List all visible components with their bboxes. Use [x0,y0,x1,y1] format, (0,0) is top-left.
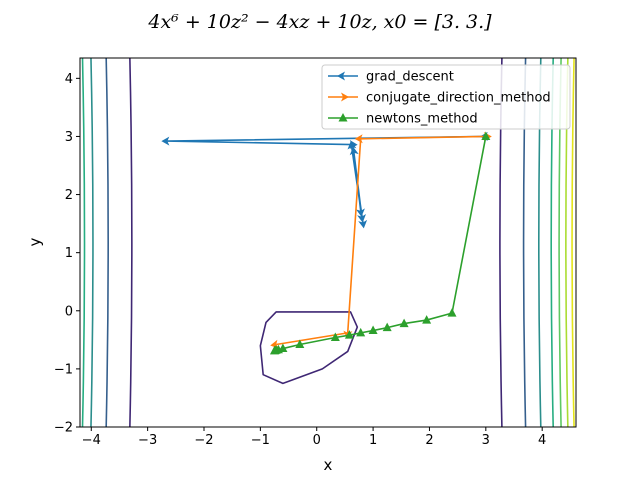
y-tick-label: 1 [65,246,73,261]
data-point-grad_descent-head [358,219,368,229]
legend-entry: newtons_method [366,112,478,127]
data-point-grad_descent-head [357,214,366,223]
legend-marker [337,71,345,81]
x-tick-label: 1 [369,433,377,448]
data-point-newtons_method [447,308,457,317]
data-point-grad_descent [355,208,365,217]
x-tick-label: −2 [194,433,213,448]
data-point-newtons_method [399,318,409,328]
x-tick-label: −1 [251,433,270,448]
legend: grad_descent conjugate_direction_methodne… [321,64,571,130]
data-point-newtons_method [344,330,354,339]
contour-line [81,58,86,427]
legend-marker-head [337,71,345,81]
legend-marker [338,113,348,122]
x-tick-label: 4 [538,433,546,448]
data-point-newtons_method [330,332,340,342]
contour-line [105,58,109,427]
y-tick-label: −1 [54,362,73,377]
contour-line-inner [259,311,359,385]
data-point-newtons_method [269,345,279,355]
legend-entry: grad_descent [366,70,454,85]
data-point-grad_descent-head [349,146,359,156]
legend-entry: conjugate_direction_method [366,91,551,106]
data-point-grad_descent [347,140,357,150]
x-tick-label: −4 [82,433,101,448]
contour-line [571,58,575,427]
y-tick-label: 0 [65,304,73,319]
data-point-grad_descent-head [161,136,170,146]
legend-box [321,64,571,130]
x-tick-label: 2 [425,433,433,448]
data-point-conjugate_direction_method [354,134,363,144]
axes: −4 −3 −2 −1 0 1 2 3 4 −2 −1 0 1 2 3 4 [54,72,546,448]
data-point-grad_descent [358,219,368,229]
plot-frame [79,57,577,428]
data-point-grad_descent [357,214,366,223]
chart-title: 4x⁶ + 10z² − 4xz + 10z, x0 = [3. 3.] [147,11,492,33]
data-point-newtons_method [356,327,366,337]
data-point-grad_descent-head [347,140,357,150]
data-point-newtons_method [481,131,491,140]
x-tick-label: 3 [482,433,490,448]
y-tick-label: 3 [65,130,73,145]
legend-marker [341,92,349,102]
contour-line [90,58,94,427]
y-tick-label: 2 [65,188,73,203]
data-point-newtons_method [368,325,378,335]
y-axis-label: y [26,237,44,246]
data-point-newtons_method [382,322,392,332]
x-tick-label: −3 [138,433,157,448]
data-point-grad_descent-head [355,208,365,217]
data-point-grad_descent [161,136,170,146]
x-tick-label: 0 [313,433,321,448]
data-point-grad_descent [349,146,359,156]
data-point-newtons_method [422,315,432,324]
contour-line [129,58,133,427]
series-line-conjugate_direction_method [276,135,486,346]
data-point-conjugate_direction_method-head [354,134,363,144]
x-axis-label: x [324,456,333,474]
y-tick-label: 4 [65,72,73,87]
data-point-newtons_method [295,339,305,348]
legend-marker-head [341,92,349,102]
y-tick-label: −2 [54,421,73,436]
